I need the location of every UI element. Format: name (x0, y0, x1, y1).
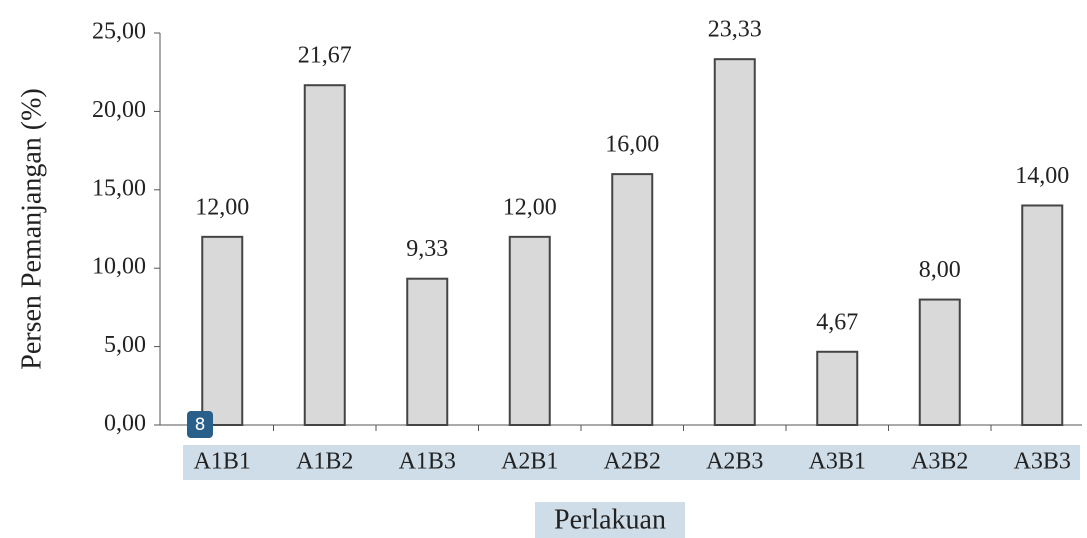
x-tick-label: A2B3 (706, 449, 763, 475)
bar (508, 235, 551, 426)
bar (201, 235, 244, 426)
x-axis-title: Perlakuan (554, 504, 666, 535)
x-title-highlight (535, 502, 685, 538)
y-axis-title: Persen Pemanjangan (%) (16, 88, 47, 369)
x-tick-label: A3B3 (1014, 449, 1071, 475)
x-tick-label: A2B2 (604, 449, 661, 475)
badge-label: 8 (195, 415, 206, 435)
bar (918, 298, 961, 426)
value-label: 16,00 (605, 132, 659, 158)
y-tick-label: 15,00 (92, 175, 146, 201)
value-label: 23,33 (708, 17, 762, 43)
bar (713, 58, 756, 426)
x-label-highlight (183, 445, 1080, 480)
bar (406, 277, 449, 426)
value-label: 4,67 (816, 309, 858, 335)
x-tick-label: A3B1 (809, 449, 866, 475)
bar (611, 173, 654, 426)
bar (303, 84, 346, 427)
value-label: 9,33 (406, 236, 448, 262)
bar (816, 350, 859, 427)
value-label: 12,00 (503, 194, 557, 220)
y-tick-label: 20,00 (92, 97, 146, 123)
x-tick-label: A1B2 (296, 449, 353, 475)
value-label: 12,00 (195, 194, 249, 220)
y-tick-label: 25,00 (92, 19, 146, 45)
x-tick-label: A1B3 (399, 449, 456, 475)
x-tick-label: A2B1 (501, 449, 558, 475)
y-tick-label: 5,00 (104, 332, 146, 358)
x-tick-label: A3B2 (911, 449, 968, 475)
value-label: 21,67 (298, 43, 352, 69)
value-label: 8,00 (919, 257, 961, 283)
badge (187, 411, 213, 438)
value-label: 14,00 (1015, 163, 1069, 189)
y-tick-label: 0,00 (104, 411, 146, 437)
y-tick-label: 10,00 (92, 254, 146, 280)
bar (1021, 204, 1064, 426)
x-tick-label: A1B1 (194, 449, 251, 475)
